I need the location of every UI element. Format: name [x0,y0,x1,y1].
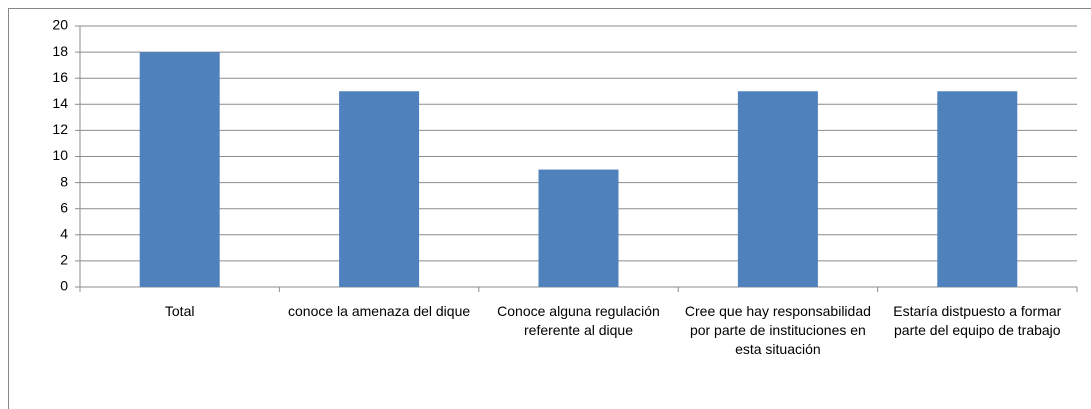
chart-frame [8,8,1091,409]
y-tick-label: 8 [60,173,68,189]
x-tick-label: Estaría distpuesto a formar parte del eq… [893,303,1062,338]
y-tick-label: 10 [52,147,68,163]
bar [737,91,818,287]
y-tick-label: 16 [52,69,68,85]
y-tick-label: 0 [60,278,68,294]
y-tick-label: 14 [52,95,68,111]
y-tick-label: 4 [60,226,68,242]
y-tick-label: 18 [52,43,68,59]
bar [538,169,619,287]
x-tick-label: conoce la amenaza del dique [288,303,471,319]
y-tick-label: 6 [60,199,68,215]
bar [937,91,1018,287]
y-tick-label: 12 [52,121,68,137]
y-tick-label: 2 [60,252,68,268]
bar [339,91,420,287]
x-tick-label: Cree que hay responsabilidad por parte d… [684,303,871,357]
x-tick-label: Total [164,303,195,319]
y-tick-label: 20 [52,17,68,33]
x-tick-label: Conoce alguna regulación referente al di… [497,303,660,338]
bar [139,52,220,287]
